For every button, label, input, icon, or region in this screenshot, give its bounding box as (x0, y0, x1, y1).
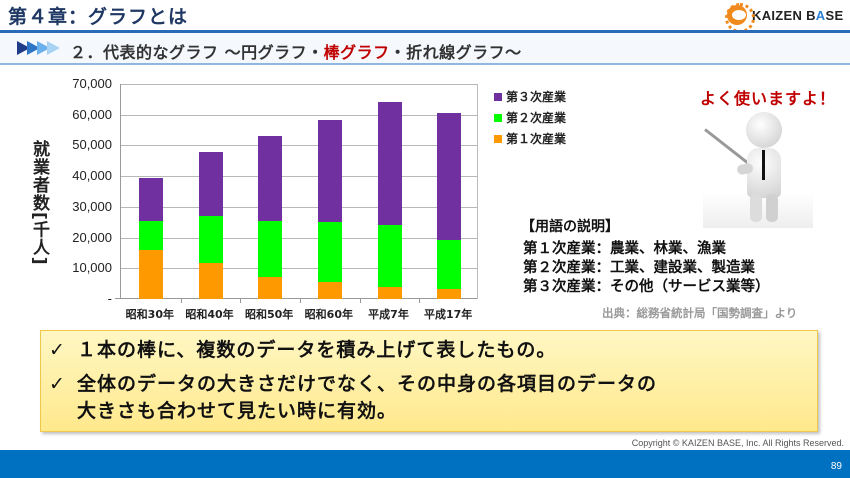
checkmark-icon: ✓ (49, 373, 66, 395)
gridline (121, 268, 477, 270)
summary-item: ✓ 全体のデータの大きさだけでなく、その中身の各項目のデータの (49, 373, 658, 395)
legend-item: 第１次産業 (494, 128, 566, 149)
bar-segment (258, 136, 283, 221)
bar-segment (377, 102, 402, 225)
x-tick-label: 平成7年 (368, 308, 409, 321)
y-tick-label: 40,000 (72, 168, 112, 184)
x-axis-line (115, 298, 477, 299)
legend-swatch-icon (494, 134, 502, 143)
bar-segment (437, 240, 462, 290)
bar-segment (317, 282, 342, 299)
x-tick-label: 昭和60年 (304, 308, 353, 321)
stacked-bar-chart: 就業者数[千人] - 10,000 20,000 30,000 40,000 50,000… (29, 70, 500, 325)
y-tick-label: - (107, 291, 112, 306)
presenter-figure-image (703, 108, 813, 228)
bar-segment (198, 216, 223, 263)
gridline (121, 114, 477, 116)
glossary-line: 第２次産業：工業、建設業、製造業 (523, 260, 755, 276)
gear-icon (725, 3, 755, 33)
glossary-title: 【用語の説明】 (521, 219, 619, 235)
bar-segment (198, 151, 223, 217)
section-title: ２．代表的なグラフ ～円グラフ・棒グラフ・折れ線グラフ～ (70, 43, 522, 62)
x-tick-label: 昭和40年 (185, 308, 234, 321)
bar-segment (437, 289, 462, 299)
bar-segment (437, 112, 462, 241)
page-number: 89 (830, 461, 842, 472)
bar-segment (138, 177, 163, 221)
legend-swatch-icon (494, 92, 502, 101)
gridline (121, 145, 477, 147)
x-tick-label: 昭和50年 (245, 308, 294, 321)
kaizen-base-logo: KAIZEN BASE (725, 3, 844, 33)
bar-segment (317, 222, 342, 283)
legend-item: 第３次産業 (494, 86, 566, 107)
summary-box: ✓ １本の棒に、複数のデータを積み上げて表したもの。 ✓ 全体のデータの大きさだ… (40, 330, 818, 432)
bar-segment (258, 276, 283, 299)
bar-昭和50年 (258, 136, 283, 299)
section-header: ２．代表的なグラフ ～円グラフ・棒グラフ・折れ線グラフ～ (0, 33, 850, 65)
bar-平成17年 (437, 112, 462, 299)
chevron-arrows-icon (17, 41, 60, 55)
summary-item: ✓ １本の棒に、複数のデータを積み上げて表したもの。 (49, 339, 557, 361)
logo-text: KAIZEN BASE (752, 7, 844, 23)
copyright: Copyright © KAIZEN BASE, Inc. All Rights… (631, 438, 844, 448)
gridline (121, 176, 477, 178)
chart-legend: 第３次産業 第２次産業 第１次産業 (494, 86, 566, 149)
legend-item: 第２次産業 (494, 107, 566, 128)
y-tick-label: 30,000 (72, 198, 112, 214)
callout-text: よく使いますよ！ (700, 89, 837, 108)
gridline (121, 206, 477, 208)
highlighted-term: 棒グラフ (323, 43, 390, 62)
bar-segment (377, 224, 402, 288)
plot-area (115, 84, 478, 303)
title-divider (0, 30, 850, 33)
bar-segment (198, 262, 223, 299)
y-tick-label: 70,000 (72, 76, 112, 91)
y-tick-label: 10,000 (72, 260, 112, 276)
bar-昭和30年 (138, 177, 163, 299)
x-tick-label: 昭和30年 (125, 308, 174, 321)
x-tick-label: 平成17年 (424, 308, 473, 321)
bar-昭和60年 (317, 119, 342, 299)
necktie (762, 150, 765, 180)
glossary: 【用語の説明】 第１次産業：農業、林業、漁業 第２次産業：工業、建設業、製造業 … (521, 216, 770, 297)
gridline (121, 237, 477, 239)
bar-segment (377, 287, 402, 299)
chapter-title: 第４章：グラフとは (8, 6, 189, 28)
source-citation: 出典：総務省統計局「国勢調査」より (602, 306, 798, 320)
title-bar: 第４章：グラフとは KAIZEN BASE (0, 0, 850, 33)
glossary-line: 第３次産業：その他（サービス業等） (523, 279, 770, 295)
footer-bar: 89 (0, 450, 850, 478)
glossary-line: 第１次産業：農業、林業、漁業 (523, 241, 726, 257)
summary-item-continuation: 大きさも合わせて見たい時に有効。 (77, 400, 398, 422)
y-axis-title: 就業者数[千人] (29, 140, 49, 266)
y-tick-label: 50,000 (72, 137, 112, 153)
bar-昭和40年 (198, 151, 223, 299)
bar-平成7年 (377, 102, 402, 299)
legend-swatch-icon (494, 113, 502, 122)
bar-segment (138, 220, 163, 250)
bar-segment (138, 249, 163, 299)
bar-segment (258, 220, 283, 277)
bar-segment (317, 119, 342, 223)
gridline (121, 84, 477, 85)
checkmark-icon: ✓ (49, 339, 66, 361)
y-tick-label: 20,000 (72, 229, 112, 245)
y-tick-label: 60,000 (72, 106, 112, 122)
